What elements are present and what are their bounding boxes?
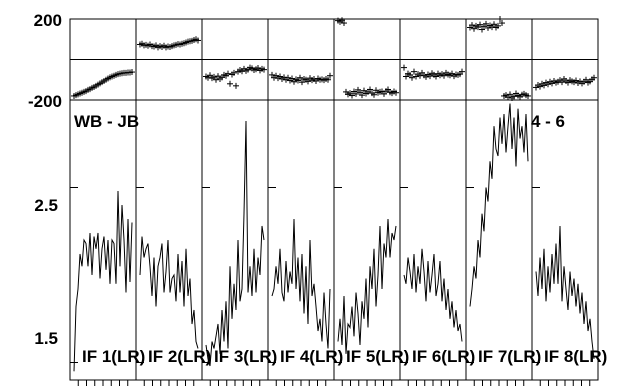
baseline-label: WB - JB bbox=[74, 112, 139, 131]
phase-point bbox=[195, 37, 201, 44]
phase-point bbox=[225, 70, 231, 77]
phase-points bbox=[71, 16, 597, 101]
phase-point bbox=[325, 76, 331, 83]
amplitude-series-line bbox=[205, 120, 265, 367]
phase-point bbox=[129, 69, 135, 76]
time-range-label: 4 - 6 bbox=[531, 112, 565, 131]
amplitude-series-line bbox=[271, 218, 331, 349]
phase-point bbox=[393, 89, 399, 96]
phase-point bbox=[353, 90, 359, 97]
phase-point bbox=[491, 21, 497, 28]
phase-point bbox=[497, 16, 503, 22]
if-labels: IF 1(LR) IF 2(LR) IF 3(LR) IF 4(LR) IF 5(LR)… bbox=[82, 347, 607, 366]
if-label: IF 3(LR) bbox=[214, 347, 277, 366]
if-label: IF 5(LR) bbox=[346, 347, 409, 366]
amplitude-series-line bbox=[469, 103, 529, 307]
phase-point bbox=[401, 64, 407, 71]
phase-point bbox=[409, 74, 415, 81]
phase-point bbox=[297, 74, 303, 81]
if-label: IF 6(LR) bbox=[412, 347, 475, 366]
amplitude-tick-upper: 2.5 bbox=[34, 196, 58, 215]
phase-point bbox=[371, 91, 377, 98]
amplitude-series-line bbox=[403, 248, 463, 342]
phase-point bbox=[559, 79, 565, 86]
phase-point bbox=[469, 22, 475, 29]
phase-point bbox=[495, 22, 501, 29]
phase-point bbox=[327, 72, 333, 79]
if-label: IF 8(LR) bbox=[544, 347, 607, 366]
phase-point bbox=[367, 86, 373, 93]
phase-point bbox=[261, 66, 267, 73]
amplitude-series-line bbox=[535, 225, 595, 360]
phase-tick-bottom: -200 bbox=[28, 92, 62, 111]
panel-frames bbox=[69, 18, 599, 381]
phase-point bbox=[483, 20, 489, 27]
phase-point bbox=[305, 78, 311, 85]
phase-point bbox=[591, 74, 597, 81]
amplitude-series-line bbox=[73, 190, 133, 372]
phase-point bbox=[477, 21, 483, 28]
phase-point bbox=[231, 69, 237, 76]
phase-point bbox=[233, 82, 239, 89]
phase-point bbox=[341, 20, 347, 27]
amplitude-tick-lower: 1.5 bbox=[34, 329, 58, 348]
if-label: IF 4(LR) bbox=[280, 347, 343, 366]
if-label: IF 1(LR) bbox=[82, 347, 145, 366]
phase-tick-top: 200 bbox=[34, 11, 62, 30]
phase-point bbox=[289, 75, 295, 82]
amplitude-series-line bbox=[139, 236, 199, 349]
phase-point bbox=[349, 92, 355, 99]
phase-point bbox=[227, 80, 233, 87]
phase-point bbox=[499, 20, 505, 27]
phase-point bbox=[507, 91, 513, 98]
phase-point bbox=[525, 92, 531, 99]
phase-point bbox=[359, 92, 365, 99]
phase-point bbox=[213, 76, 219, 83]
if-label: IF 7(LR) bbox=[478, 347, 541, 366]
amplitude-lines bbox=[73, 103, 595, 372]
axis-ticks bbox=[70, 187, 591, 386]
phase-point bbox=[411, 68, 417, 75]
phase-point bbox=[299, 79, 305, 86]
if-label: IF 2(LR) bbox=[148, 347, 211, 366]
phase-point bbox=[479, 26, 485, 33]
phase-point bbox=[459, 68, 465, 75]
amplitude-series-line bbox=[337, 218, 397, 354]
